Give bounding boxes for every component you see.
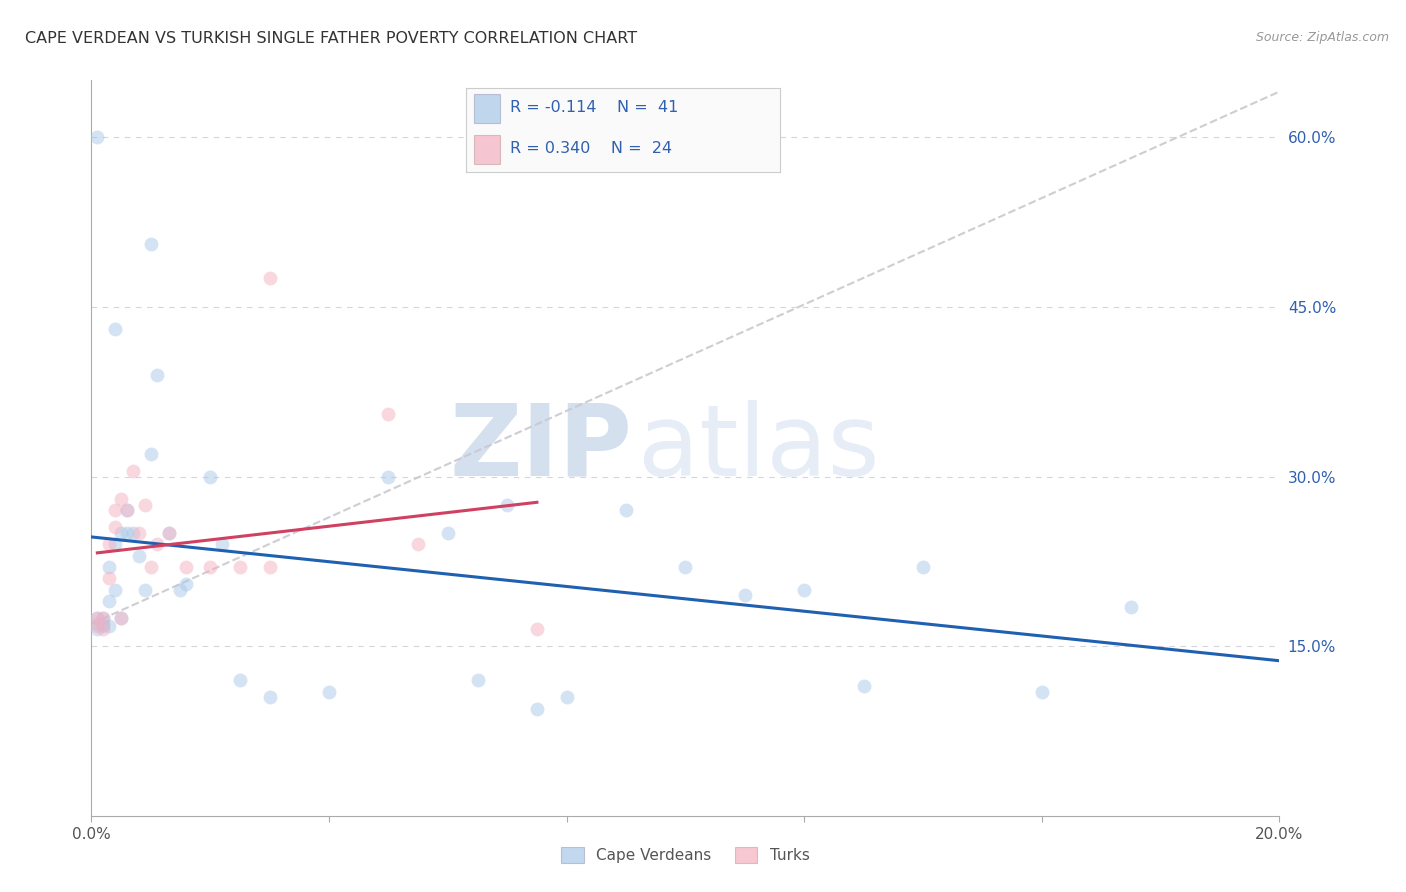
Point — [526, 623, 548, 637]
Point — [259, 560, 281, 574]
Point — [200, 560, 222, 574]
Point — [229, 673, 252, 688]
Point — [98, 571, 121, 585]
Text: Source: ZipAtlas.com: Source: ZipAtlas.com — [1256, 31, 1389, 45]
Point — [259, 271, 281, 285]
Point — [229, 560, 252, 574]
Point — [122, 464, 145, 478]
Point — [793, 582, 815, 597]
Point — [128, 549, 150, 563]
Point — [1031, 684, 1053, 698]
Point — [911, 560, 934, 574]
Point — [98, 594, 121, 608]
Point — [157, 526, 180, 541]
Text: CAPE VERDEAN VS TURKISH SINGLE FATHER POVERTY CORRELATION CHART: CAPE VERDEAN VS TURKISH SINGLE FATHER PO… — [25, 31, 637, 46]
Point — [104, 322, 127, 336]
Text: atlas: atlas — [638, 400, 880, 497]
Point — [176, 577, 198, 591]
Point — [526, 701, 548, 715]
Point — [852, 679, 875, 693]
Point — [128, 526, 150, 541]
Point — [110, 611, 132, 625]
Point — [614, 503, 637, 517]
Point — [467, 673, 489, 688]
Point — [377, 407, 399, 421]
Point — [86, 611, 108, 625]
Point — [86, 616, 108, 631]
Point — [318, 684, 340, 698]
Point — [86, 611, 108, 625]
Point — [673, 560, 696, 574]
Point — [91, 623, 114, 637]
Point — [115, 526, 138, 541]
Point — [406, 537, 429, 551]
Point — [115, 503, 138, 517]
Point — [134, 498, 156, 512]
Point — [211, 537, 233, 551]
Point — [86, 623, 108, 637]
Point — [169, 582, 191, 597]
Point — [110, 526, 132, 541]
Point — [115, 503, 138, 517]
Point — [436, 526, 458, 541]
Point — [104, 537, 127, 551]
Point — [555, 690, 578, 705]
Legend: Cape Verdeans, Turks: Cape Verdeans, Turks — [554, 840, 817, 871]
Point — [98, 619, 121, 633]
Point — [91, 611, 114, 625]
Point — [496, 498, 519, 512]
Text: ZIP: ZIP — [449, 400, 631, 497]
Point — [86, 619, 108, 633]
Point — [98, 537, 121, 551]
Point — [91, 611, 114, 625]
Point — [139, 447, 162, 461]
Point — [157, 526, 180, 541]
Point — [377, 469, 399, 483]
Point — [259, 690, 281, 705]
Point — [104, 503, 127, 517]
Point — [91, 616, 114, 631]
Point — [104, 582, 127, 597]
Point — [110, 492, 132, 507]
Point — [86, 129, 108, 144]
Point — [91, 619, 114, 633]
Point — [145, 537, 167, 551]
Point — [734, 589, 756, 603]
Point — [145, 368, 167, 382]
Point — [1119, 599, 1142, 614]
Point — [98, 560, 121, 574]
Point — [200, 469, 222, 483]
Point — [122, 526, 145, 541]
Point — [176, 560, 198, 574]
Point — [139, 560, 162, 574]
Point — [104, 520, 127, 534]
Point — [139, 237, 162, 252]
Point — [110, 611, 132, 625]
Point — [134, 582, 156, 597]
